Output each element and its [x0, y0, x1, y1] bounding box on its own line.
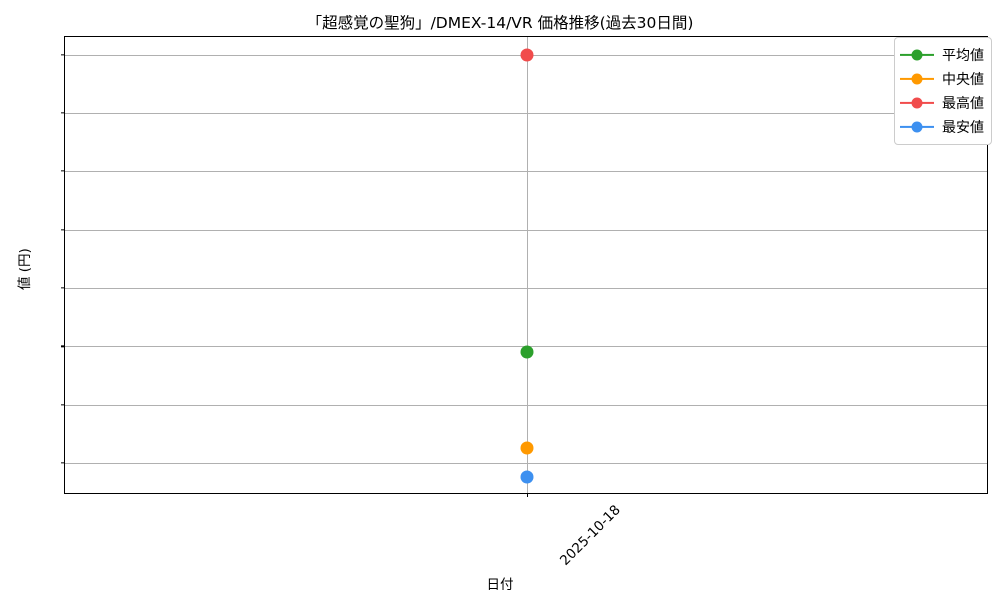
gridline-vertical	[527, 37, 528, 493]
legend-marker-icon	[900, 120, 934, 134]
chart-title: 「超感覚の聖狗」/DMEX-14/VR 価格推移(過去30日間)	[306, 14, 694, 32]
legend-entry[interactable]: 中央値	[900, 67, 984, 91]
y-tick-mark	[61, 462, 65, 464]
chart-legend: 平均値中央値最高値最安値	[894, 37, 992, 145]
gridline-horizontal	[65, 462, 987, 464]
y-tick-mark	[61, 345, 65, 347]
legend-marker-icon	[900, 96, 934, 110]
gridline-horizontal	[65, 287, 987, 289]
plot-area	[61, 36, 988, 497]
y-tick-mark	[61, 53, 65, 56]
x-axis-label: 日付	[486, 577, 514, 593]
gridline-horizontal	[65, 171, 987, 173]
x-tick-label: 2025-10-18	[556, 502, 624, 569]
legend-label: 平均値	[942, 48, 984, 64]
y-tick-mark	[61, 170, 65, 172]
legend-marker-icon	[900, 72, 934, 86]
gridline-horizontal	[65, 404, 987, 406]
y-tick-mark	[61, 112, 65, 114]
data-point	[520, 48, 534, 61]
legend-entry[interactable]: 最安値	[900, 115, 984, 139]
legend-marker-icon	[900, 48, 934, 62]
gridline-horizontal	[65, 112, 987, 114]
y-tick-mark	[61, 228, 65, 231]
y-axis-label: 値 (円)	[17, 248, 33, 290]
y-tick-mark	[61, 403, 65, 406]
x-tick-mark	[527, 493, 529, 497]
legend-label: 最安値	[942, 120, 984, 136]
data-point	[520, 345, 534, 359]
legend-label: 中央値	[942, 72, 984, 88]
y-tick-mark	[61, 287, 65, 289]
legend-entry[interactable]: 平均値	[900, 43, 984, 67]
data-point	[520, 470, 534, 484]
legend-entry[interactable]: 最高値	[900, 91, 984, 115]
legend-label: 最高値	[942, 96, 984, 112]
gridline-horizontal	[65, 229, 987, 231]
data-point	[520, 441, 534, 455]
